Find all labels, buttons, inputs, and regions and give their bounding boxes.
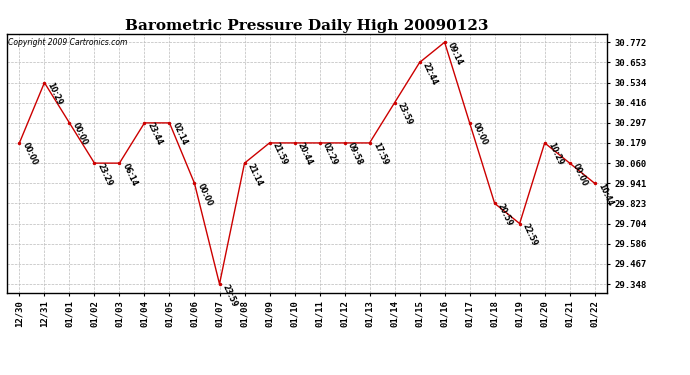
Text: 00:00: 00:00 xyxy=(196,182,214,208)
Text: 02:14: 02:14 xyxy=(171,122,189,147)
Text: 00:00: 00:00 xyxy=(71,122,89,147)
Text: 10:44: 10:44 xyxy=(596,182,614,208)
Text: 09:14: 09:14 xyxy=(446,41,464,66)
Text: Copyright 2009 Cartronics.com: Copyright 2009 Cartronics.com xyxy=(8,38,128,46)
Text: 22:59: 22:59 xyxy=(521,222,540,248)
Text: 17:59: 17:59 xyxy=(371,141,389,167)
Text: 06:14: 06:14 xyxy=(121,162,139,188)
Title: Barometric Pressure Daily High 20090123: Barometric Pressure Daily High 20090123 xyxy=(126,19,489,33)
Text: 00:00: 00:00 xyxy=(471,122,489,147)
Text: 00:00: 00:00 xyxy=(21,141,39,167)
Text: 23:59: 23:59 xyxy=(221,283,239,308)
Text: 02:29: 02:29 xyxy=(321,141,339,167)
Text: 23:44: 23:44 xyxy=(146,122,164,147)
Text: 10:29: 10:29 xyxy=(546,141,564,167)
Text: 09:58: 09:58 xyxy=(346,141,364,167)
Text: 22:44: 22:44 xyxy=(421,61,440,87)
Text: 20:59: 20:59 xyxy=(496,202,514,228)
Text: 20:44: 20:44 xyxy=(296,141,314,167)
Text: 21:59: 21:59 xyxy=(271,141,289,167)
Text: 23:29: 23:29 xyxy=(96,162,114,188)
Text: 23:59: 23:59 xyxy=(396,101,414,127)
Text: 10:29: 10:29 xyxy=(46,81,64,107)
Text: 21:14: 21:14 xyxy=(246,162,264,188)
Text: 00:00: 00:00 xyxy=(571,162,589,188)
